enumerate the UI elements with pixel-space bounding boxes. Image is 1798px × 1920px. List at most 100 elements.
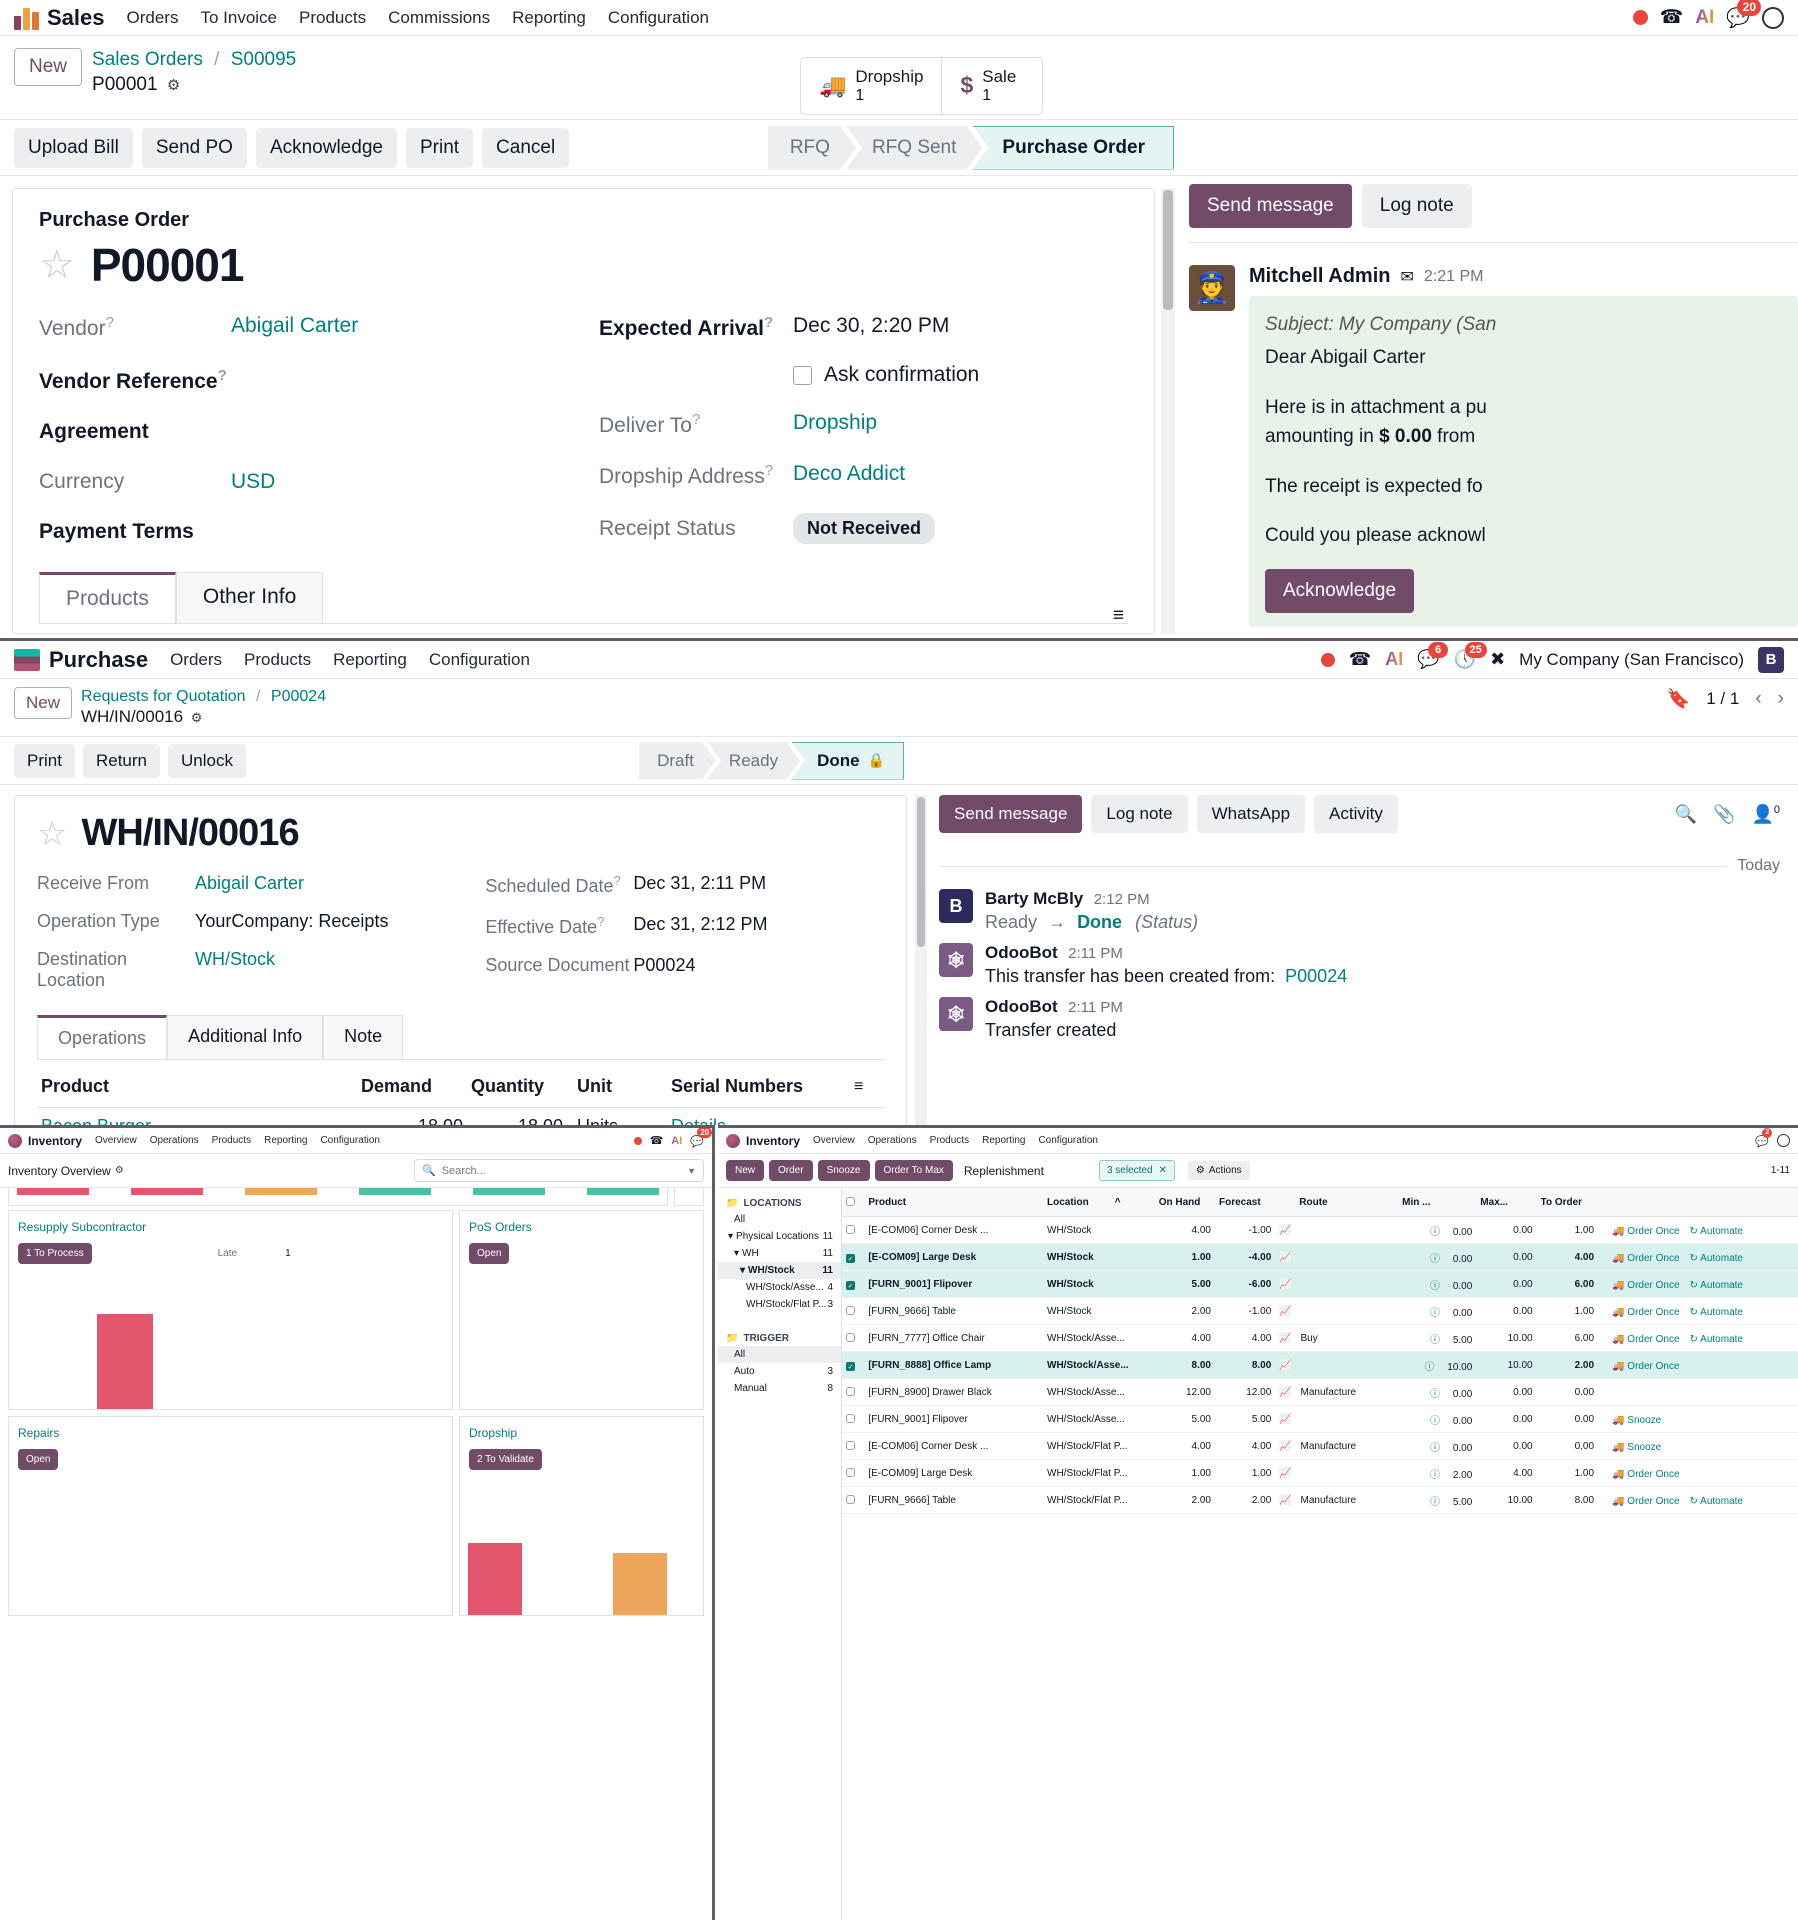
chevron-down-icon[interactable]: ▼: [687, 1165, 696, 1176]
inventory-nav-operations[interactable]: Operations: [149, 1135, 199, 1146]
cell-location[interactable]: WH/Stock/Asse...: [1043, 1324, 1155, 1352]
favorite-star-icon[interactable]: ☆: [39, 243, 75, 287]
status-done[interactable]: Done 🔒: [791, 741, 904, 780]
info-icon[interactable]: ⓘ: [1424, 1361, 1435, 1373]
inventory-app-brand[interactable]: Inventory: [8, 1133, 82, 1148]
replenishment-nav-products[interactable]: Products: [929, 1135, 970, 1146]
cell-product[interactable]: [FURN_9666] Table: [864, 1297, 1044, 1325]
cell-min[interactable]: ⓘ 2.00: [1398, 1459, 1477, 1487]
messages-icon[interactable]: 💬 2: [1755, 1128, 1773, 1150]
info-icon[interactable]: ⓘ: [1430, 1226, 1441, 1238]
cell-max[interactable]: 0.00: [1476, 1270, 1537, 1298]
tab-note[interactable]: Note: [323, 1015, 404, 1059]
cell-to-order[interactable]: 0.00: [1536, 1432, 1609, 1460]
card-title[interactable]: Resupply Subcontractor: [18, 1220, 147, 1234]
print-button[interactable]: Print: [405, 127, 474, 168]
row-action-primary[interactable]: 🚚 Order Once: [1612, 1280, 1680, 1291]
optional-columns-icon[interactable]: ≡: [1112, 605, 1124, 626]
cell-route[interactable]: 📈 Manufacture: [1275, 1432, 1399, 1460]
cell-to-order[interactable]: 0.00: [1536, 1378, 1609, 1406]
cell-route[interactable]: 📈: [1275, 1216, 1399, 1244]
sales-nav-products[interactable]: Products: [299, 7, 367, 27]
log-note-button[interactable]: Log note: [1361, 184, 1472, 228]
recording-dot-icon[interactable]: [1320, 652, 1335, 667]
forecast-graph-icon[interactable]: 📈: [1279, 1305, 1292, 1317]
user-avatar-icon[interactable]: [1762, 6, 1784, 29]
cell-max[interactable]: 0.00: [1476, 1243, 1537, 1271]
table-row[interactable]: [E-COM09] Large Desk WH/Stock/Flat P... 1.…: [842, 1459, 1798, 1487]
cell-on-hand[interactable]: 5.00: [1154, 1405, 1215, 1433]
cell-max[interactable]: 10.00: [1476, 1351, 1537, 1379]
cell-forecast[interactable]: 8.00: [1214, 1351, 1276, 1379]
followers-icon[interactable]: 👤0: [1751, 803, 1780, 824]
row-action-primary[interactable]: 🚚 Order Once: [1612, 1334, 1680, 1345]
cell-route[interactable]: 📈 Manufacture: [1275, 1486, 1399, 1514]
replenishment-app-brand[interactable]: Inventory: [726, 1133, 800, 1148]
actions-menu[interactable]: ⚙ Actions: [1187, 1161, 1250, 1180]
row-action-secondary[interactable]: ↻ Automate: [1689, 1307, 1743, 1318]
cell-location[interactable]: WH/Stock: [1043, 1216, 1155, 1244]
cell-max[interactable]: 0.00: [1476, 1405, 1537, 1433]
field-source-document-value[interactable]: P00024: [633, 955, 696, 975]
settings-gear-icon[interactable]: ⚙: [114, 1165, 124, 1176]
cell-on-hand[interactable]: 5.00: [1154, 1270, 1215, 1298]
replenishment-nav-operations[interactable]: Operations: [867, 1135, 917, 1146]
avatar[interactable]: B: [1758, 646, 1784, 673]
row-action-secondary[interactable]: ↻ Automate: [1689, 1280, 1743, 1291]
field-destination-location-value[interactable]: WH/Stock: [195, 949, 276, 969]
replenishment-snooze-button[interactable]: Snooze: [817, 1160, 870, 1181]
tab-additional-info[interactable]: Additional Info: [167, 1015, 324, 1059]
bookmark-icon[interactable]: 🔖: [1666, 689, 1691, 710]
receipt-return-button[interactable]: Return: [82, 743, 160, 778]
field-dropship-address[interactable]: Dropship Address? Deco Addict: [599, 462, 1119, 489]
recording-dot-icon[interactable]: [1632, 10, 1648, 25]
replenishment-nav-reporting[interactable]: Reporting: [982, 1135, 1026, 1146]
card-title[interactable]: PoS Orders: [469, 1220, 532, 1234]
inventory-nav-products[interactable]: Products: [211, 1135, 252, 1146]
purchase-nav-products[interactable]: Products: [244, 649, 312, 669]
cell-route[interactable]: 📈: [1275, 1351, 1399, 1379]
cell-min[interactable]: ⓘ 10.00: [1398, 1351, 1477, 1379]
avatar[interactable]: 🕸: [939, 997, 973, 1031]
cell-product[interactable]: [E-COM06] Corner Desk ...: [864, 1216, 1044, 1244]
sidebar-item-wh-stock[interactable]: ▾ WH/Stock 11: [718, 1262, 841, 1279]
receipt-print-button[interactable]: Print: [14, 743, 75, 778]
sidebar-item-physical-locations[interactable]: ▾ Physical Locations 11: [718, 1228, 841, 1245]
cell-product[interactable]: [FURN_9001] Flipover: [864, 1405, 1044, 1433]
voip-phone-icon[interactable]: ☎: [1348, 649, 1372, 669]
col-forecast[interactable]: Forecast: [1214, 1188, 1276, 1217]
cell-to-order[interactable]: 8.00: [1536, 1486, 1609, 1514]
sales-new-button[interactable]: New: [14, 48, 83, 86]
cell-location[interactable]: WH/Stock: [1043, 1243, 1155, 1271]
cell-product[interactable]: [FURN_8900] Drawer Black: [864, 1378, 1044, 1406]
card-title[interactable]: Dropship: [469, 1426, 518, 1440]
field-ask-confirmation[interactable]: Ask confirmation: [599, 363, 1119, 387]
replenishment-nav-overview[interactable]: Overview: [813, 1135, 855, 1146]
cell-route[interactable]: 📈: [1275, 1270, 1399, 1298]
col-location[interactable]: Location ^: [1043, 1188, 1155, 1217]
row-checkbox[interactable]: ✓: [846, 1281, 855, 1290]
field-effective-date-value[interactable]: Dec 31, 2:12 PM: [633, 914, 768, 934]
user-avatar-icon[interactable]: [1777, 1134, 1790, 1147]
cell-on-hand[interactable]: 4.00: [1154, 1324, 1215, 1352]
send-message-button[interactable]: Send message: [1189, 184, 1352, 228]
table-row[interactable]: [FURN_8900] Drawer Black WH/Stock/Asse...…: [842, 1378, 1798, 1406]
forecast-graph-icon[interactable]: 📈: [1279, 1386, 1292, 1398]
cell-min[interactable]: ⓘ 0.00: [1398, 1297, 1477, 1325]
company-name[interactable]: My Company (San Francisco): [1519, 649, 1744, 669]
caret-icon[interactable]: ▾: [728, 1231, 734, 1242]
row-action-secondary[interactable]: ↻ Automate: [1689, 1334, 1743, 1345]
acknowledge-cta-button[interactable]: Acknowledge: [1265, 568, 1415, 613]
cell-on-hand[interactable]: 2.00: [1154, 1297, 1215, 1325]
cell-route[interactable]: 📈 Manufacture: [1275, 1378, 1399, 1406]
cell-location[interactable]: WH/Stock: [1043, 1270, 1155, 1298]
cell-location[interactable]: WH/Stock/Asse...: [1043, 1378, 1155, 1406]
forecast-graph-icon[interactable]: 📈: [1279, 1332, 1292, 1344]
field-scheduled-date-value[interactable]: Dec 31, 2:11 PM: [633, 873, 767, 893]
info-icon[interactable]: ⓘ: [1430, 1334, 1441, 1346]
sales-nav-to-invoice[interactable]: To Invoice: [200, 7, 278, 27]
pager-next-icon[interactable]: ›: [1777, 688, 1784, 709]
purchase-nav-orders[interactable]: Orders: [170, 649, 223, 669]
cell-forecast[interactable]: -1.00: [1214, 1216, 1276, 1244]
card-pos-orders[interactable]: PoS Orders Open: [459, 1210, 704, 1410]
